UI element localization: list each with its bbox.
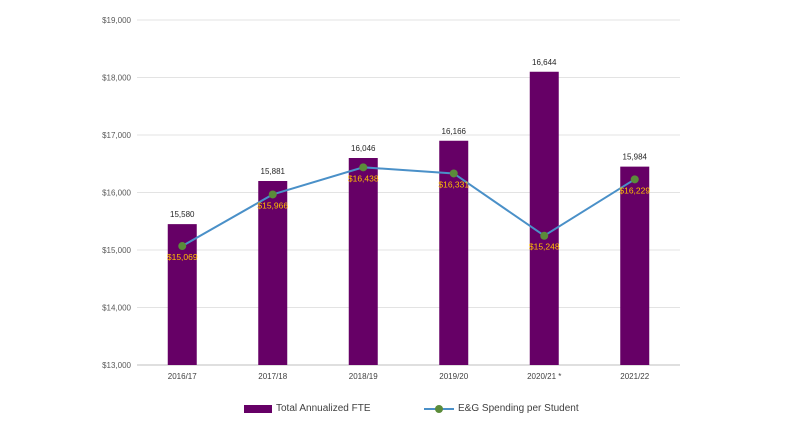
legend-label: Total Annualized FTE	[276, 403, 371, 414]
bar-data-label: 16,166	[442, 127, 467, 136]
bar-labels: 15,580 15,881 16,046 16,166 16,644 15,984	[170, 58, 648, 219]
line-point	[630, 175, 639, 184]
bar	[620, 166, 650, 365]
bar-data-label: 15,984	[623, 153, 648, 162]
grid-lines	[137, 19, 680, 366]
bar	[348, 158, 378, 365]
x-tick-label: 2019/20	[439, 372, 468, 381]
bar	[529, 71, 559, 365]
line-data-label: $16,438	[348, 173, 379, 183]
line-data-label: $16,229	[619, 185, 650, 195]
line-data-label: $16,331	[438, 179, 469, 189]
y-tick-label: $13,000	[102, 361, 131, 370]
legend: Total Annualized FTE E&G Spending per St…	[0, 403, 800, 417]
legend-line-marker	[424, 404, 454, 414]
bar-data-label: 16,644	[532, 58, 557, 67]
y-tick-label: $15,000	[102, 246, 131, 255]
line-data-label: $15,966	[257, 200, 288, 210]
y-tick-label: $17,000	[102, 131, 131, 140]
x-tick-label: 2017/18	[258, 372, 287, 381]
y-axis: $13,000 $14,000 $15,000 $16,000 $17,000 $18,0…	[102, 16, 131, 370]
bar	[258, 181, 288, 365]
x-axis: 2016/17 2017/18 2018/19 2019/20 2020/21 * 202…	[168, 372, 650, 381]
y-tick-label: $18,000	[102, 74, 131, 83]
bar-series	[167, 71, 650, 365]
bar	[439, 140, 469, 365]
legend-swatch	[244, 404, 272, 413]
line-data-label: $15,248	[529, 242, 560, 252]
x-tick-label: 2021/22	[620, 372, 649, 381]
line-point	[540, 231, 549, 240]
y-tick-label: $14,000	[102, 304, 131, 313]
y-tick-label: $19,000	[102, 16, 131, 25]
x-tick-label: 2020/21 *	[527, 372, 561, 381]
chart: $13,000 $14,000 $15,000 $16,000 $17,000 $18,0…	[102, 16, 680, 381]
line-point	[449, 169, 458, 178]
line-point	[359, 163, 368, 172]
line-point	[268, 190, 277, 199]
line-labels: $15,069 $15,966 $16,438 $16,331 $15,248 $16,2…	[167, 173, 650, 262]
bar-data-label: 15,881	[261, 167, 286, 176]
line-series	[178, 163, 639, 251]
y-tick-label: $16,000	[102, 189, 131, 198]
bar-data-label: 15,580	[170, 210, 195, 219]
legend-item-fte: Total Annualized FTE	[244, 403, 371, 414]
bar-data-label: 16,046	[351, 144, 376, 153]
series-line	[181, 166, 636, 247]
x-tick-label: 2018/19	[349, 372, 378, 381]
x-tick-label: 2016/17	[168, 372, 197, 381]
legend-label: E&G Spending per Student	[458, 403, 579, 414]
line-data-label: $15,069	[167, 252, 198, 262]
legend-item-spending: E&G Spending per Student	[424, 403, 579, 414]
line-point	[178, 242, 187, 251]
